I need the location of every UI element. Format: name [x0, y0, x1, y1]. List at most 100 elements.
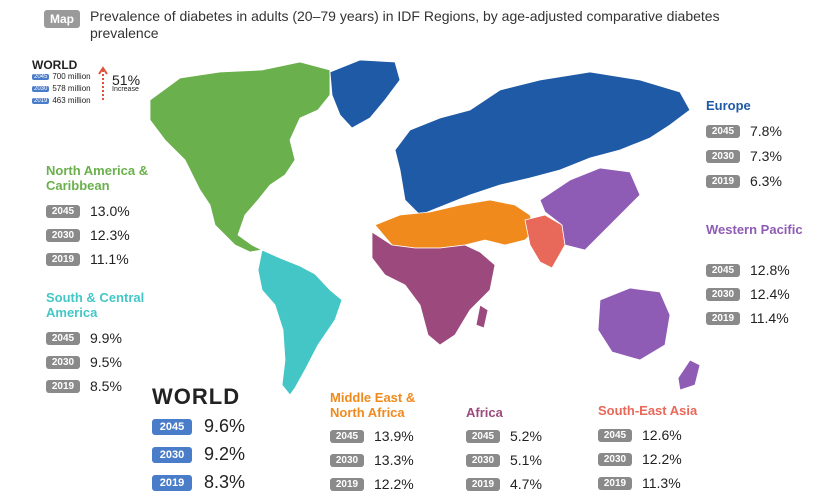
year-badge: 2019 — [706, 311, 740, 325]
stat-value: 8.3% — [204, 472, 246, 492]
stat-value: 13.9% — [374, 428, 414, 444]
year-badge: 2030 — [466, 453, 500, 467]
region-greenland[interactable] — [329, 59, 401, 129]
year-badge: 2045 — [152, 418, 192, 435]
region-label-sea: South-East Asia — [598, 403, 698, 418]
year-badge: 2045 — [466, 429, 500, 443]
stat-row: 2030 13.3% — [330, 452, 414, 468]
stat-value: 11.3% — [642, 475, 681, 491]
year-badge: 2045 — [32, 73, 50, 80]
year-badge: 2019 — [46, 379, 80, 393]
stat-value: 12.6% — [642, 427, 682, 443]
stat-row: 2045 13.0% — [46, 203, 130, 219]
year-badge: 2019 — [152, 474, 192, 491]
world-mini-row: 2045 700 million — [32, 72, 91, 81]
stat-value: 12.2% — [374, 476, 414, 492]
stat-row: 2045 12.8% — [706, 262, 790, 278]
world-mini-title: WORLD — [32, 58, 78, 72]
region-label-mena: Middle East & North Africa — [330, 390, 416, 420]
year-badge: 2019 — [330, 477, 364, 491]
year-badge: 2019 — [706, 174, 740, 188]
mini-value: 578 million — [52, 84, 91, 93]
stat-value: 6.3% — [750, 173, 782, 189]
year-badge: 2045 — [706, 263, 740, 277]
stat-value: 9.6% — [204, 416, 246, 436]
region-new-zealand[interactable] — [677, 359, 701, 391]
world-big-title: WORLD — [152, 384, 241, 409]
stat-row: 2030 12.2% — [598, 451, 682, 467]
year-badge: 2019 — [598, 476, 632, 490]
year-badge: 2030 — [706, 287, 740, 301]
region-sea[interactable] — [524, 214, 566, 269]
year-badge: 2045 — [598, 428, 632, 442]
region-australia[interactable] — [597, 287, 671, 361]
region-north-america[interactable] — [149, 61, 331, 253]
year-badge: 2030 — [32, 85, 50, 92]
stat-value: 7.8% — [750, 123, 782, 139]
region-western-pacific[interactable] — [539, 167, 641, 251]
stat-value: 11.4% — [750, 310, 789, 326]
stat-value: 13.3% — [374, 452, 414, 468]
stat-row: 2019 12.2% — [330, 476, 414, 492]
year-badge: 2045 — [706, 124, 740, 138]
year-badge: 2030 — [152, 446, 192, 463]
year-badge: 2030 — [330, 453, 364, 467]
stat-value: 4.7% — [510, 476, 542, 492]
stat-value: 12.3% — [90, 227, 130, 243]
increase-arrow-icon — [98, 66, 108, 100]
stat-value: 12.8% — [750, 262, 790, 278]
stat-value: 11.1% — [90, 251, 129, 267]
stat-row: 2045 12.6% — [598, 427, 682, 443]
region-europe[interactable] — [394, 71, 691, 216]
world-stat-row: 2045 9.6% — [152, 416, 245, 437]
stat-value: 5.2% — [510, 428, 542, 444]
region-mena[interactable] — [374, 199, 536, 249]
stat-value: 9.9% — [90, 330, 122, 346]
stat-row: 2019 11.4% — [706, 310, 789, 326]
region-label-europe: Europe — [706, 98, 751, 113]
stat-row: 2030 5.1% — [466, 452, 542, 468]
region-madagascar[interactable] — [475, 304, 489, 329]
world-mini-row: 2030 578 million — [32, 84, 91, 93]
year-badge: 2019 — [46, 252, 80, 266]
world-stat-row: 2030 9.2% — [152, 444, 245, 465]
mini-value: 463 million — [52, 96, 91, 105]
stat-row: 2030 12.4% — [706, 286, 790, 302]
region-south-central-america[interactable] — [257, 249, 343, 396]
region-label-north-america: North America & Caribbean — [46, 163, 149, 193]
increase-percent: 51% — [112, 72, 141, 88]
year-badge: 2045 — [46, 331, 80, 345]
stat-row: 2045 13.9% — [330, 428, 414, 444]
stat-value: 9.5% — [90, 354, 122, 370]
world-stat-row: 2019 8.3% — [152, 472, 245, 493]
region-label-south-central-america: South & Central America — [46, 290, 145, 320]
mini-value: 700 million — [52, 72, 91, 81]
year-badge: 2030 — [46, 228, 80, 242]
year-badge: 2030 — [46, 355, 80, 369]
stat-value: 13.0% — [90, 203, 130, 219]
year-badge: 2030 — [706, 149, 740, 163]
year-badge: 2019 — [466, 477, 500, 491]
map-title: Prevalence of diabetes in adults (20–79 … — [90, 8, 720, 41]
world-mini-row: 2019 463 million — [32, 96, 91, 105]
stat-row: 2030 7.3% — [706, 148, 782, 164]
stat-value: 7.3% — [750, 148, 782, 164]
stat-row: 2030 12.3% — [46, 227, 130, 243]
stat-value: 5.1% — [510, 452, 542, 468]
stat-row: 2045 7.8% — [706, 123, 782, 139]
year-badge: 2019 — [32, 97, 50, 104]
stat-value: 8.5% — [90, 378, 122, 394]
year-badge: 2030 — [598, 452, 632, 466]
stat-value: 12.2% — [642, 451, 682, 467]
stat-row: 2019 8.5% — [46, 378, 122, 394]
year-badge: 2045 — [46, 204, 80, 218]
region-label-western-pacific: Western Pacific — [706, 222, 803, 237]
stat-value: 12.4% — [750, 286, 790, 302]
stat-row: 2019 11.1% — [46, 251, 129, 267]
stat-value: 9.2% — [204, 444, 246, 464]
region-africa[interactable] — [371, 231, 496, 346]
increase-label: Increase — [112, 86, 139, 93]
year-badge: 2045 — [330, 429, 364, 443]
stat-row: 2030 9.5% — [46, 354, 122, 370]
